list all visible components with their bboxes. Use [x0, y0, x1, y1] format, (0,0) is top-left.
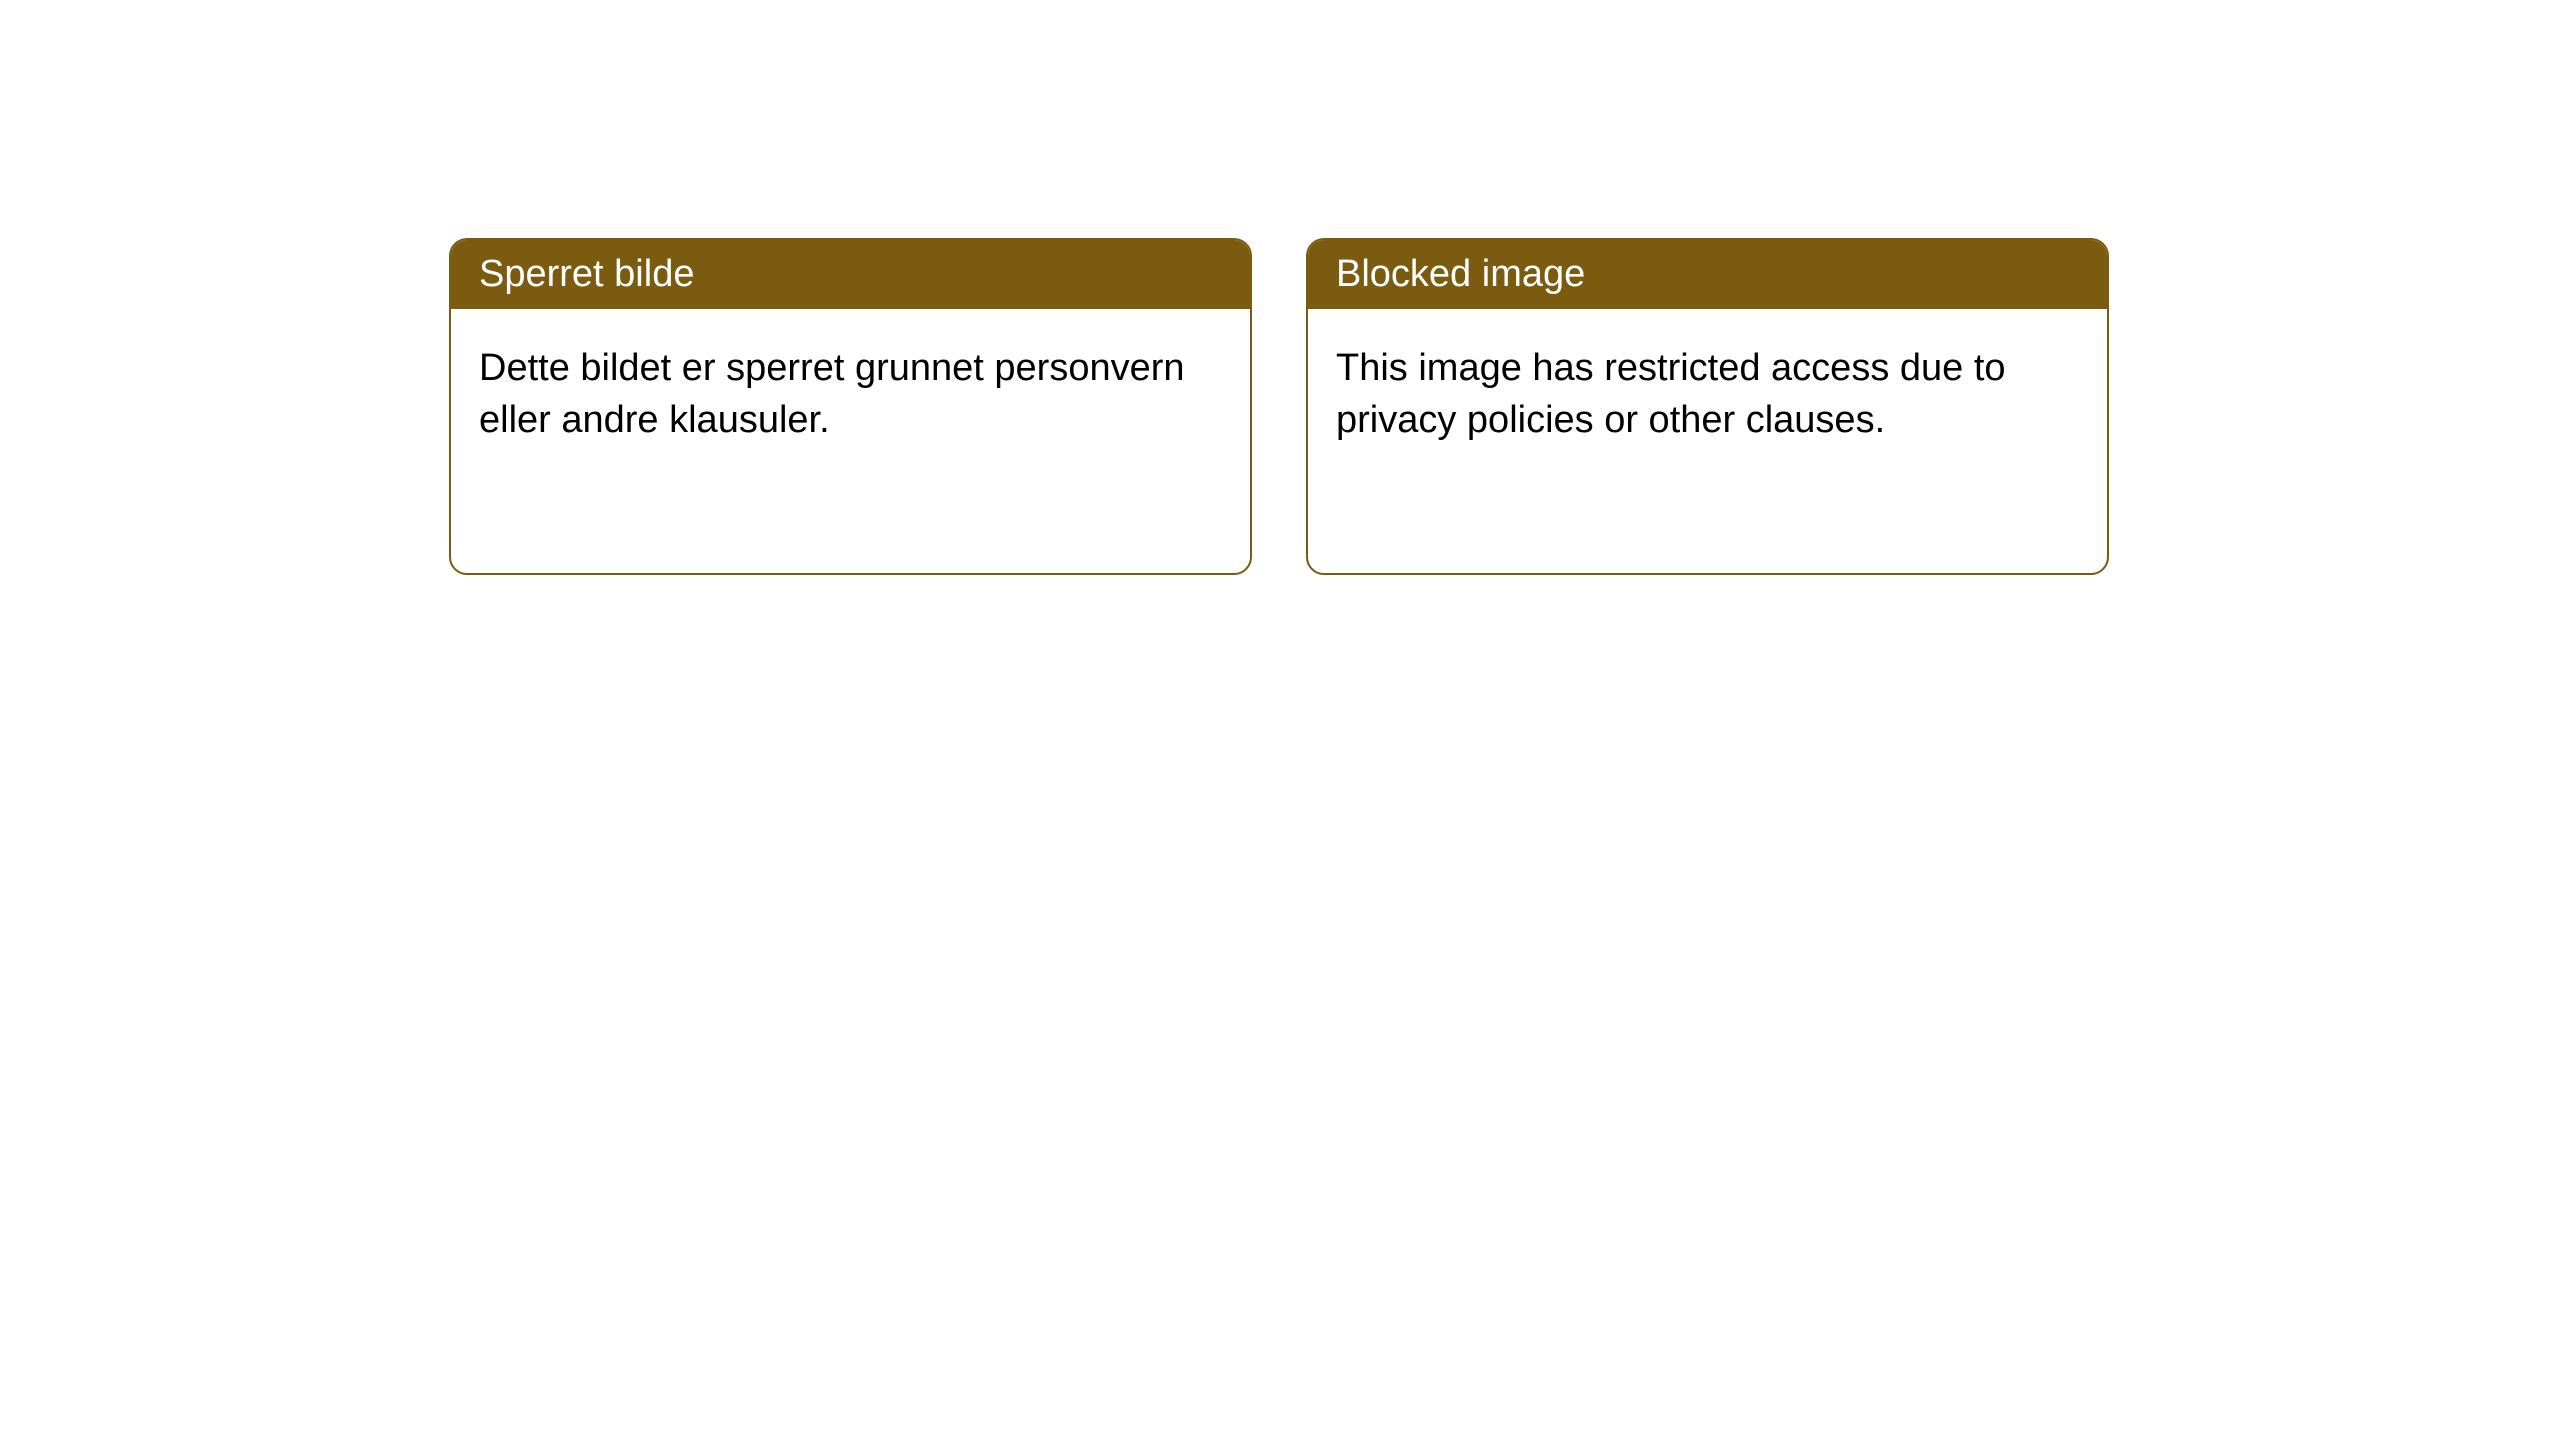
- notice-container: Sperret bilde Dette bildet er sperret gr…: [0, 0, 2560, 575]
- notice-body-text: Dette bildet er sperret grunnet personve…: [479, 347, 1185, 440]
- notice-card-english: Blocked image This image has restricted …: [1306, 238, 2109, 575]
- notice-body-text: This image has restricted access due to …: [1336, 347, 2006, 440]
- notice-title: Sperret bilde: [479, 253, 694, 295]
- notice-header: Blocked image: [1308, 240, 2107, 309]
- notice-card-norwegian: Sperret bilde Dette bildet er sperret gr…: [449, 238, 1252, 575]
- notice-header: Sperret bilde: [451, 240, 1250, 309]
- notice-title: Blocked image: [1336, 253, 1585, 295]
- notice-body: This image has restricted access due to …: [1308, 309, 2107, 480]
- notice-body: Dette bildet er sperret grunnet personve…: [451, 309, 1250, 480]
